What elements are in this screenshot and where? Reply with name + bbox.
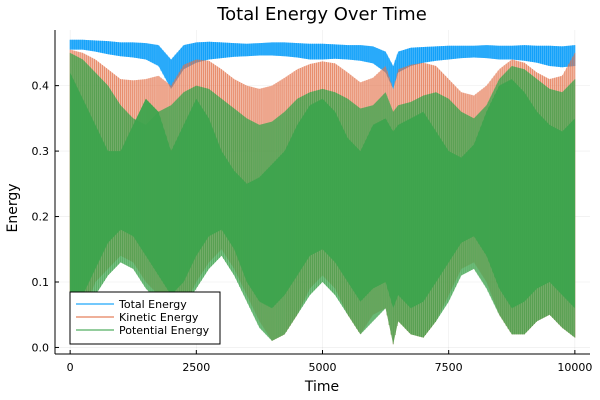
y-axis-label: Energy	[5, 183, 21, 232]
x-tick-label: 2500	[182, 361, 210, 374]
x-tick-label: 5000	[309, 361, 337, 374]
series-total-energy-oscillation	[69, 39, 576, 89]
y-tick-label: 0.0	[32, 341, 50, 354]
y-tick-label: 0.2	[32, 211, 50, 224]
x-tick-label: 7500	[435, 361, 463, 374]
legend: Total Energy Kinetic Energy Potential En…	[69, 291, 221, 345]
x-ticks: 0 2500 5000 7500 10000	[67, 350, 592, 374]
series-total-energy	[69, 39, 576, 89]
series-total-energy-envelope	[70, 39, 575, 89]
plot-series	[69, 39, 576, 345]
x-axis-label: Time	[304, 379, 339, 395]
series-potential-core	[70, 72, 575, 335]
y-tick-label: 0.3	[32, 145, 50, 158]
legend-item-total[interactable]: Total Energy	[76, 298, 187, 311]
legend-label-potential: Potential Energy	[119, 324, 210, 337]
y-ticks: 0.0 0.1 0.2 0.3 0.4	[32, 80, 59, 354]
series-potential-core-envelope	[70, 72, 575, 335]
legend-item-potential[interactable]: Potential Energy	[76, 324, 210, 337]
x-tick-label: 10000	[557, 361, 592, 374]
legend-label-total: Total Energy	[118, 298, 187, 311]
legend-label-kinetic: Kinetic Energy	[119, 311, 199, 324]
legend-item-kinetic[interactable]: Kinetic Energy	[76, 311, 199, 324]
y-tick-label: 0.1	[32, 276, 50, 289]
x-tick-label: 0	[67, 361, 74, 374]
y-tick-label: 0.4	[32, 80, 50, 93]
chart-title: Total Energy Over Time	[216, 4, 427, 25]
